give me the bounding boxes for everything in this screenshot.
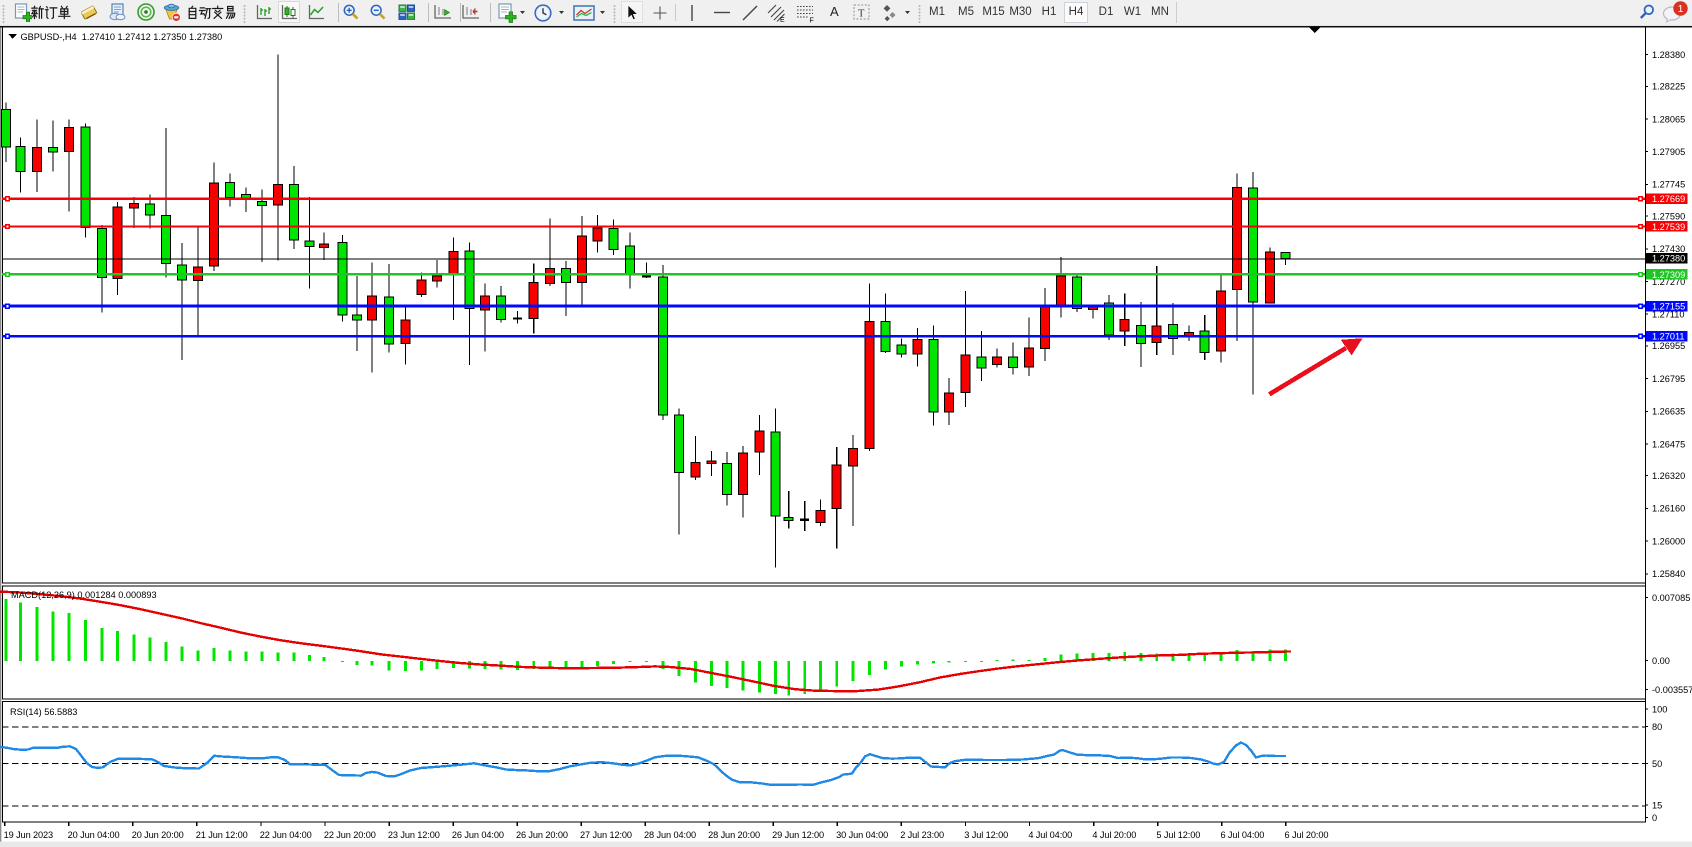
svg-text:22 Jun 04:00: 22 Jun 04:00 (260, 830, 312, 840)
svg-text:5 Jul 12:00: 5 Jul 12:00 (1156, 830, 1200, 840)
svg-text:F: F (810, 18, 814, 24)
svg-text:RSI(14) 56.5883: RSI(14) 56.5883 (10, 707, 77, 717)
svg-text:1.27669: 1.27669 (1652, 194, 1685, 204)
svg-text:0: 0 (1652, 813, 1657, 823)
svg-text:26 Jun 20:00: 26 Jun 20:00 (516, 830, 568, 840)
svg-text:GBPUSD-,H4 1.27410 1.27412 1.: GBPUSD-,H4 1.27410 1.27412 1.27350 1.273… (21, 32, 223, 42)
svg-text:21 Jun 12:00: 21 Jun 12:00 (196, 830, 248, 840)
svg-text:1.28380: 1.28380 (1652, 50, 1685, 60)
svg-text:2 Jul 23:00: 2 Jul 23:00 (900, 830, 944, 840)
svg-text:1.27745: 1.27745 (1652, 180, 1685, 190)
svg-text:19 Jun 2023: 19 Jun 2023 (4, 830, 53, 840)
svg-text:E: E (780, 17, 785, 23)
svg-text:26 Jun 04:00: 26 Jun 04:00 (452, 830, 504, 840)
svg-text:80: 80 (1652, 722, 1662, 732)
svg-text:22 Jun 20:00: 22 Jun 20:00 (324, 830, 376, 840)
svg-text:100: 100 (1652, 704, 1667, 714)
svg-text:1.27590: 1.27590 (1652, 211, 1685, 221)
svg-text:20 Jun 04:00: 20 Jun 04:00 (68, 830, 120, 840)
svg-text:29 Jun 12:00: 29 Jun 12:00 (772, 830, 824, 840)
svg-text:1.27309: 1.27309 (1652, 270, 1685, 280)
svg-text:1: 1 (1678, 3, 1684, 15)
svg-text:1.28065: 1.28065 (1652, 114, 1685, 124)
svg-text:1.27011: 1.27011 (1652, 332, 1685, 342)
svg-text:27 Jun 12:00: 27 Jun 12:00 (580, 830, 632, 840)
svg-text:0.00: 0.00 (1652, 656, 1670, 666)
svg-text:28 Jun 04:00: 28 Jun 04:00 (644, 830, 696, 840)
svg-text:1.26160: 1.26160 (1652, 504, 1685, 514)
svg-text:1.26320: 1.26320 (1652, 471, 1685, 481)
svg-text:1.26795: 1.26795 (1652, 374, 1685, 384)
svg-text:4 Jul 20:00: 4 Jul 20:00 (1092, 830, 1136, 840)
svg-text:1.27155: 1.27155 (1652, 302, 1685, 312)
svg-text:1.26635: 1.26635 (1652, 407, 1685, 417)
svg-text:4 Jul 04:00: 4 Jul 04:00 (1028, 830, 1072, 840)
svg-text:1.27110: 1.27110 (1652, 310, 1685, 320)
svg-text:1.26475: 1.26475 (1652, 439, 1685, 449)
svg-text:1.27380: 1.27380 (1652, 254, 1685, 264)
svg-text:1.27905: 1.27905 (1652, 147, 1685, 157)
svg-text:T: T (858, 9, 865, 20)
svg-text:1.27430: 1.27430 (1652, 244, 1685, 254)
svg-text:15: 15 (1652, 800, 1662, 810)
svg-text:3 Jul 12:00: 3 Jul 12:00 (964, 830, 1008, 840)
svg-text:1.25840: 1.25840 (1652, 569, 1685, 579)
svg-text:1.27270: 1.27270 (1652, 277, 1685, 287)
svg-text:-0.003557: -0.003557 (1652, 685, 1692, 695)
svg-text:1.27539: 1.27539 (1652, 222, 1685, 232)
svg-text:1.26955: 1.26955 (1652, 341, 1685, 351)
svg-text:20 Jun 20:00: 20 Jun 20:00 (132, 830, 184, 840)
svg-text:MACD(12,26,9) 0.001284 0.00089: MACD(12,26,9) 0.001284 0.000893 (11, 590, 157, 600)
svg-text:0.007085: 0.007085 (1652, 593, 1690, 603)
svg-text:50: 50 (1652, 759, 1662, 769)
svg-text:1.26000: 1.26000 (1652, 536, 1685, 546)
svg-text:6 Jul 20:00: 6 Jul 20:00 (1285, 830, 1329, 840)
svg-text:28 Jun 20:00: 28 Jun 20:00 (708, 830, 760, 840)
svg-text:6 Jul 04:00: 6 Jul 04:00 (1220, 830, 1264, 840)
svg-text:23 Jun 12:00: 23 Jun 12:00 (388, 830, 440, 840)
svg-text:1.28225: 1.28225 (1652, 82, 1685, 92)
svg-text:30 Jun 04:00: 30 Jun 04:00 (836, 830, 888, 840)
